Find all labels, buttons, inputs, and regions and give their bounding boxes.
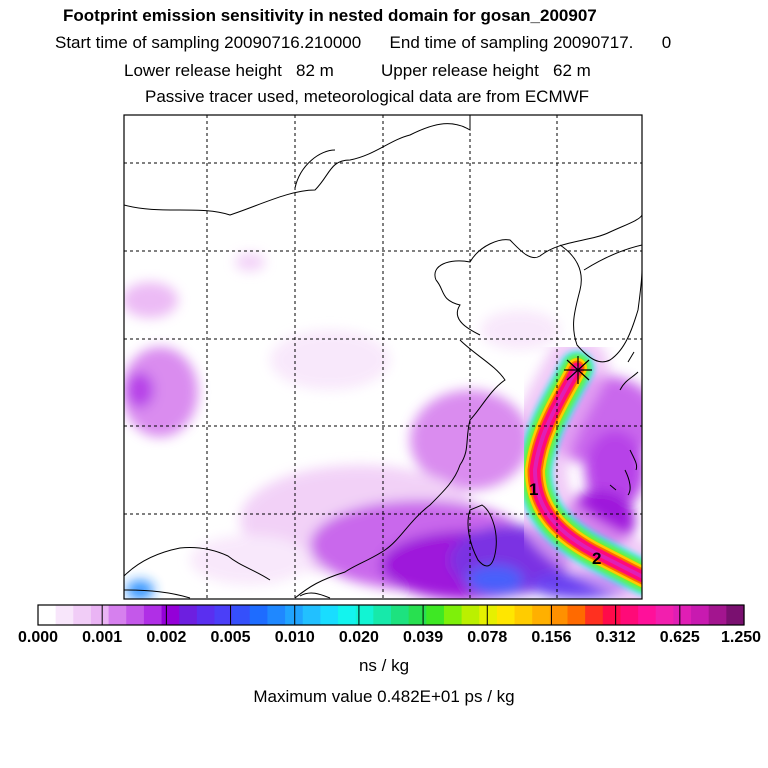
colorbar-swatch	[408, 605, 427, 625]
lat-lon-grid	[124, 115, 642, 599]
colorbar-swatch	[285, 605, 304, 625]
sampling-time-line: Start time of sampling 20090716.210000 E…	[55, 33, 672, 52]
colorbar-swatch	[196, 605, 216, 625]
colorbar-tick-label: 0.020	[338, 629, 379, 646]
colorbar-swatch	[108, 605, 127, 625]
colorbar-swatch	[638, 605, 657, 625]
colorbar-swatch	[232, 605, 251, 625]
colorbar-tick-label: 0.312	[595, 629, 636, 646]
colorbar-swatch	[496, 605, 516, 625]
colorbar-swatch	[355, 605, 374, 625]
colorbar-swatch	[532, 605, 551, 625]
tracer-info-line: Passive tracer used, meteorological data…	[145, 87, 590, 106]
colorbar-swatch	[267, 605, 286, 625]
colorbar-swatch	[514, 605, 533, 625]
colorbar-tick-label: 0.625	[659, 629, 700, 646]
colorbar-swatch	[461, 605, 480, 625]
colorbar-swatch	[479, 605, 498, 625]
colorbar-tick-label: 0.000	[17, 629, 59, 646]
colorbar-swatch	[373, 605, 392, 625]
colorbar-swatch	[443, 605, 463, 625]
colorbar-swatch	[585, 605, 604, 625]
colorbar-swatch	[691, 605, 710, 625]
colorbar-dividers	[101, 605, 681, 625]
colorbar-swatch	[179, 605, 198, 625]
maximum-value: Maximum value 0.482E+01 ps / kg	[253, 687, 515, 706]
colorbar-swatch	[549, 605, 569, 625]
colorbar	[38, 605, 745, 625]
release-height-line: Lower release height 82 m Upper release …	[124, 61, 591, 80]
colorbar-swatch	[726, 605, 745, 625]
colorbar-tick-label: 0.001	[82, 629, 123, 646]
plot-title: Footprint emission sensitivity in nested…	[63, 6, 597, 25]
colorbar-swatch	[126, 605, 145, 625]
colorbar-tick-label: 0.005	[210, 629, 251, 646]
colorbar-swatch	[38, 605, 57, 625]
colorbar-swatch	[214, 605, 233, 625]
colorbar-unit: ns / kg	[358, 656, 410, 675]
colorbar-swatch	[143, 605, 163, 625]
colorbar-swatch	[567, 605, 586, 625]
colorbar-tick-label: 0.156	[531, 629, 572, 646]
trajectory-label-1: 1	[529, 480, 539, 499]
receptor-star-icon	[564, 356, 592, 384]
map-frame	[123, 114, 643, 600]
colorbar-swatch	[249, 605, 269, 625]
colorbar-swatch	[426, 605, 445, 625]
trajectory-label-2: 2	[592, 549, 602, 568]
colorbar-swatch	[673, 605, 692, 625]
colorbar-swatch	[602, 605, 622, 625]
colorbar-tick-label: 0.010	[274, 629, 315, 646]
colorbar-swatch	[708, 605, 727, 625]
colorbar-swatch	[620, 605, 639, 625]
colorbar-tick-label: 0.039	[403, 629, 444, 646]
colorbar-tick-label: 1.250	[720, 629, 762, 646]
coastlines	[124, 115, 642, 599]
colorbar-frame	[37, 604, 745, 626]
colorbar-swatch	[55, 605, 74, 625]
colorbar-swatch	[391, 605, 410, 625]
colorbar-swatch	[320, 605, 339, 625]
colorbar-swatch	[655, 605, 674, 625]
colorbar-swatch	[161, 605, 180, 625]
colorbar-tick-label: 0.002	[146, 629, 187, 646]
colorbar-swatch	[90, 605, 110, 625]
colorbar-tick-label: 0.078	[467, 629, 508, 646]
colorbar-swatch	[302, 605, 321, 625]
colorbar-swatch	[338, 605, 357, 625]
sensitivity-field	[124, 253, 642, 599]
colorbar-swatch	[73, 605, 92, 625]
